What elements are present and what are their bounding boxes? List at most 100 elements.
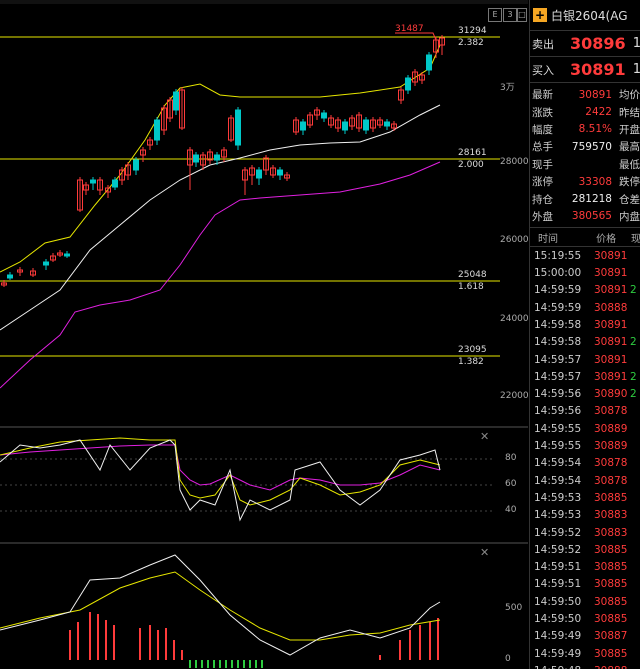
macd-dif-line (0, 554, 441, 656)
quote-right-label: 均价 (619, 89, 640, 102)
tick-time: 14:59:48 (530, 665, 594, 669)
candle-body (140, 149, 146, 156)
candle-body (200, 154, 206, 166)
tick-row: 14:59:55 30889 (530, 437, 640, 454)
quote-row: 幅度 8.51% 开盘 (530, 121, 640, 138)
kdj-axis-label: 40 (505, 505, 517, 515)
ticks-header-vol: 现 (631, 233, 640, 245)
tick-row: 14:59:4830888 (530, 662, 640, 669)
candle-body (391, 123, 397, 129)
candle-body (284, 174, 290, 179)
tick-price: 30883 (594, 526, 628, 539)
candle-body (30, 270, 36, 276)
middle-band (0, 104, 441, 331)
quote-list: 最新 30891 均价 涨跌 2422 昨结 幅度 8.51% 开盘 总手 759570 最高 现手 最低… (530, 83, 640, 229)
quote-value: 8.51% (578, 123, 612, 136)
quote-row: 外盘 380565 内盘 (530, 208, 640, 225)
ticks-header: 时间 价格 现 (530, 228, 640, 248)
tick-row: 15:00:00 30891 (530, 264, 640, 281)
fib-price-label: 25048 (458, 270, 487, 280)
ask-value: 30896 (570, 34, 626, 53)
candle-body (119, 169, 125, 181)
candle-body (235, 109, 241, 146)
tick-time: 14:59:55 (534, 422, 582, 435)
tick-row: 15:19:55 30891 (530, 247, 640, 264)
tick-price: 30885 (594, 543, 628, 556)
tick-time: 14:59:51 (534, 561, 582, 574)
tick-price: 30891 (594, 318, 628, 331)
tick-time: 14:59:52 (534, 526, 582, 539)
kdj-line-k (0, 437, 441, 506)
quote-right-label: 跌停 (619, 176, 640, 189)
tick-price: 30885 (594, 491, 628, 504)
price-axis-label: 28000 (500, 157, 528, 167)
candle-body (57, 252, 63, 256)
candle-body (125, 164, 131, 176)
quote-label: 外盘 (532, 210, 553, 223)
kdj-line-j (0, 439, 441, 522)
fib-price-label: 31294 (458, 26, 487, 36)
kline-chart[interactable]: E 3 □ ✕ ✕ 3万 28000 26000 24000 22000 31294 2.… (0, 0, 528, 669)
tick-time: 14:59:56 (534, 405, 582, 418)
candle-body (64, 253, 70, 257)
tick-row: 14:59:56 30890 2 (530, 386, 640, 403)
tick-time: 14:59:57 (534, 370, 582, 383)
candle-body (328, 117, 334, 126)
tick-time: 14:59:50 (534, 613, 582, 625)
toolbar-button-3[interactable]: 3 (503, 8, 517, 22)
toolbar-button-box[interactable]: □ (517, 8, 527, 22)
candle-body (90, 179, 96, 184)
quote-right-label: 开盘 (619, 123, 640, 136)
candle-body (50, 255, 56, 261)
tick-time: 14:59:51 (534, 578, 582, 591)
quote-right-label: 最低 (619, 158, 640, 171)
tick-time: 14:59:54 (534, 474, 582, 487)
tick-time: 14:59:59 (534, 284, 582, 297)
candle-body (173, 91, 179, 111)
tick-row: 14:59:53 30883 (530, 507, 640, 524)
tick-volume: 2 (630, 284, 637, 297)
candle-body (363, 119, 369, 131)
tick-row: 14:59:52 30885 (530, 541, 640, 558)
add-button[interactable]: + (533, 8, 547, 22)
candle-body (349, 117, 355, 127)
candle-body (419, 74, 425, 81)
price-axis-label: 22000 (500, 391, 528, 401)
quote-value: 2422 (585, 106, 612, 119)
quote-value: 380565 (571, 210, 612, 223)
macd-close-icon[interactable]: ✕ (480, 546, 490, 559)
candle-body (300, 121, 306, 131)
kdj-axis-label: 80 (505, 453, 517, 463)
candle-body (426, 54, 432, 71)
candle-body (377, 119, 383, 126)
tick-price: 30885 (594, 595, 628, 608)
quote-value: 30891 (578, 88, 612, 101)
chart-toolbar-strip (0, 0, 528, 4)
tick-time: 14:59:57 (534, 353, 582, 366)
toolbar-button-e[interactable]: E (488, 8, 502, 22)
lower-band (0, 161, 441, 389)
candle-body (342, 121, 348, 131)
fib-price-label: 28161 (458, 148, 487, 158)
fib-ratio-label: 1.382 (458, 357, 484, 367)
candle-body (161, 107, 167, 131)
quote-label: 涨跌 (532, 106, 553, 119)
ask-label: 卖出 (532, 37, 554, 51)
candle-body (214, 154, 220, 161)
quote-row: 涨停 33308 跌停 (530, 173, 640, 190)
candle-body (439, 37, 445, 46)
kdj-close-icon[interactable]: ✕ (480, 430, 490, 443)
tick-list[interactable]: 15:19:55 30891 15:00:00 30891 14:59:59 30891 2… (530, 247, 640, 669)
tick-row: 14:59:53 30885 (530, 489, 640, 506)
tick-price: 30878 (594, 474, 628, 487)
tick-time: 14:59:58 (534, 318, 582, 331)
quote-row: 总手 759570 最高 (530, 138, 640, 155)
tick-row: 14:59:50 30885 (530, 593, 640, 610)
candle-body (187, 149, 193, 166)
tick-time: 14:59:58 (534, 336, 582, 349)
candle-body (356, 114, 362, 129)
tick-price: 30887 (594, 630, 628, 643)
tick-price: 30888 (594, 301, 628, 314)
tick-row: 14:59:54 30878 (530, 455, 640, 472)
quote-row: 涨跌 2422 昨结 (530, 103, 640, 120)
